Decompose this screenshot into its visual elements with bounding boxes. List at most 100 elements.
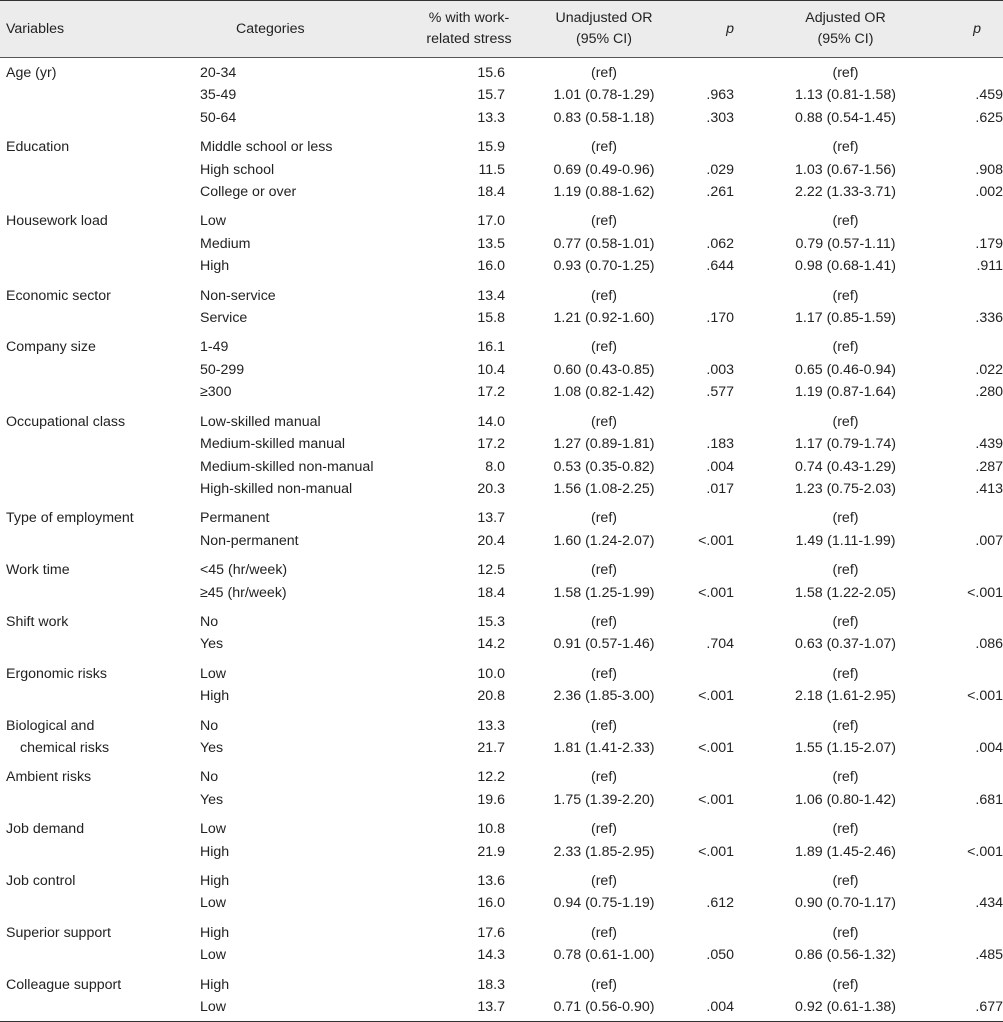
- cell-p-unadjusted: <.001: [698, 688, 734, 705]
- cell-variable: [0, 359, 200, 381]
- table-row: Biological and No 13.3 (ref) (ref): [0, 711, 1003, 737]
- cell-p-adjusted: .086: [975, 636, 1003, 653]
- cell-category: Yes: [200, 791, 224, 808]
- cell-p-unadjusted: [688, 206, 748, 232]
- cell-p-unadjusted: [688, 555, 748, 581]
- cell-pct-stress: 14.2: [477, 636, 505, 653]
- cell-pct-stress: 13.3: [477, 717, 505, 734]
- cell-category: Permanent: [200, 510, 270, 527]
- cell-p-adjusted: .007: [975, 532, 1003, 549]
- cell-unadjusted-or: 0.60 (0.43-0.85): [553, 361, 655, 378]
- cell-adjusted-or: 1.13 (0.81-1.58): [795, 87, 896, 104]
- cell-adjusted-or: (ref): [832, 65, 859, 81]
- cell-p-unadjusted: .003: [706, 361, 734, 378]
- cell-p-unadjusted: <.001: [698, 791, 734, 808]
- cell-category: Medium-skilled manual: [200, 436, 346, 453]
- cell-pct-stress: 15.7: [477, 87, 505, 104]
- cell-p-unadjusted: [688, 607, 748, 633]
- cell-pct-stress: 17.2: [477, 436, 505, 453]
- cell-p-adjusted: .336: [975, 310, 1003, 327]
- cell-unadjusted-or: (ref): [590, 510, 617, 527]
- cell-pct-stress: 21.7: [477, 739, 505, 756]
- cell-unadjusted-or: 0.71 (0.56-0.90): [520, 996, 688, 1022]
- cell-pct-stress: 15.3: [477, 613, 505, 630]
- cell-unadjusted-or: 0.94 (0.75-1.19): [553, 895, 655, 912]
- cell-unadjusted-or: (ref): [590, 821, 617, 838]
- cell-p-adjusted: [943, 866, 1003, 892]
- cell-pct-stress: 14.0: [477, 413, 505, 430]
- cell-p-unadjusted: [688, 332, 748, 358]
- cell-unadjusted-or: 1.60 (1.24-2.07): [553, 532, 655, 549]
- cell-adjusted-or: 0.88 (0.54-1.45): [795, 109, 896, 126]
- cell-p-unadjusted: .577: [706, 384, 734, 401]
- table-row: Medium-skilled non-manual 8.0 0.53 (0.35-0…: [0, 456, 1003, 478]
- cell-p-unadjusted: .644: [706, 258, 734, 275]
- table-row: Housework load Low 17.0 (ref) (ref): [0, 206, 1003, 232]
- cell-category: College or over: [200, 184, 297, 201]
- cell-p-unadjusted: [688, 132, 748, 158]
- cell-p-unadjusted: .050: [706, 947, 734, 964]
- cell-p-adjusted: [943, 407, 1003, 433]
- cell-p-unadjusted: .029: [706, 161, 734, 178]
- cell-pct-stress: 13.7: [477, 510, 505, 527]
- cell-pct-stress: 18.4: [477, 184, 505, 201]
- cell-adjusted-or: 0.63 (0.37-1.07): [795, 636, 896, 653]
- cell-unadjusted-or: 0.53 (0.35-0.82): [553, 458, 655, 475]
- cell-adjusted-or: (ref): [832, 665, 859, 682]
- cell-p-adjusted: [943, 503, 1003, 529]
- cell-unadjusted-or: 0.91 (0.57-1.46): [553, 636, 655, 653]
- table-header: Variables Categories % with work-related…: [0, 0, 1003, 58]
- cell-category: Non-permanent: [200, 532, 299, 549]
- cell-pct-stress: 16.1: [477, 339, 505, 356]
- cell-p-adjusted: .413: [975, 480, 1003, 497]
- cell-pct-stress: 18.4: [477, 584, 505, 601]
- cell-variable: Shift work: [6, 613, 69, 630]
- table-row: Service 15.8 1.21 (0.92-1.60) .170 1.17 (0.8…: [0, 307, 1003, 332]
- cell-p-adjusted: .485: [975, 947, 1003, 964]
- cell-pct-stress: 17.2: [477, 384, 505, 401]
- table-row: Age (yr) 20-34 15.6 (ref) (ref): [0, 58, 1003, 85]
- cell-unadjusted-or: (ref): [590, 213, 617, 230]
- cell-variable: [0, 582, 200, 607]
- cell-category: Low: [200, 996, 418, 1022]
- cell-category: High: [200, 258, 230, 275]
- cell-p-adjusted: [943, 814, 1003, 840]
- cell-category: No: [200, 717, 219, 734]
- cell-category: ≥300: [200, 384, 232, 401]
- cell-p-unadjusted: .183: [706, 436, 734, 453]
- cell-unadjusted-or: (ref): [590, 139, 617, 156]
- table-row: Low 16.0 0.94 (0.75-1.19) .612 0.90 (0.70-1.…: [0, 892, 1003, 917]
- cell-unadjusted-or: (ref): [590, 769, 617, 786]
- cell-p-unadjusted: <.001: [698, 584, 734, 601]
- cell-p-unadjusted: .004: [706, 458, 734, 475]
- cell-unadjusted-or: (ref): [590, 562, 617, 579]
- table-row: Superior support High 17.6 (ref) (ref): [0, 918, 1003, 944]
- cell-unadjusted-or: (ref): [590, 65, 617, 81]
- cell-p-adjusted: .002: [975, 184, 1003, 201]
- cell-unadjusted-or: 1.21 (0.92-1.60): [553, 310, 655, 327]
- table-row: Yes 19.6 1.75 (1.39-2.20) <.001 1.06 (0.80-1…: [0, 789, 1003, 814]
- cell-pct-stress: 10.0: [477, 665, 505, 682]
- cell-pct-stress: 10.8: [477, 821, 505, 838]
- cell-category: No: [200, 769, 219, 786]
- cell-p-adjusted: .287: [975, 458, 1003, 475]
- cell-unadjusted-or: 1.08 (0.82-1.42): [553, 384, 655, 401]
- cell-category: Non-service: [200, 287, 276, 304]
- table-row: College or over 18.4 1.19 (0.88-1.62) .261 2…: [0, 181, 1003, 206]
- cell-pct-stress: 16.0: [477, 258, 505, 275]
- table-row: High school 11.5 0.69 (0.49-0.96) .029 1.03 …: [0, 159, 1003, 181]
- cell-unadjusted-or: 0.78 (0.61-1.00): [553, 947, 655, 964]
- cell-variable: [0, 789, 200, 814]
- cell-adjusted-or: 1.89 (1.45-2.46): [795, 843, 896, 860]
- cell-p-unadjusted: .062: [706, 235, 734, 252]
- cell-adjusted-or: 1.23 (0.75-2.03): [795, 480, 896, 497]
- cell-unadjusted-or: 2.36 (1.85-3.00): [553, 688, 655, 705]
- cell-adjusted-or: 0.86 (0.56-1.32): [795, 947, 896, 964]
- cell-adjusted-or: 2.18 (1.61-2.95): [795, 688, 896, 705]
- cell-pct-stress: 13.5: [477, 235, 505, 252]
- cell-unadjusted-or: (ref): [590, 665, 617, 682]
- cell-p-unadjusted: [688, 814, 748, 840]
- cell-variable: [0, 107, 200, 132]
- table-row: chemical risks Yes 21.7 1.81 (1.41-2.33) <.0…: [0, 737, 1003, 762]
- header-p-unadjusted: p: [688, 0, 748, 58]
